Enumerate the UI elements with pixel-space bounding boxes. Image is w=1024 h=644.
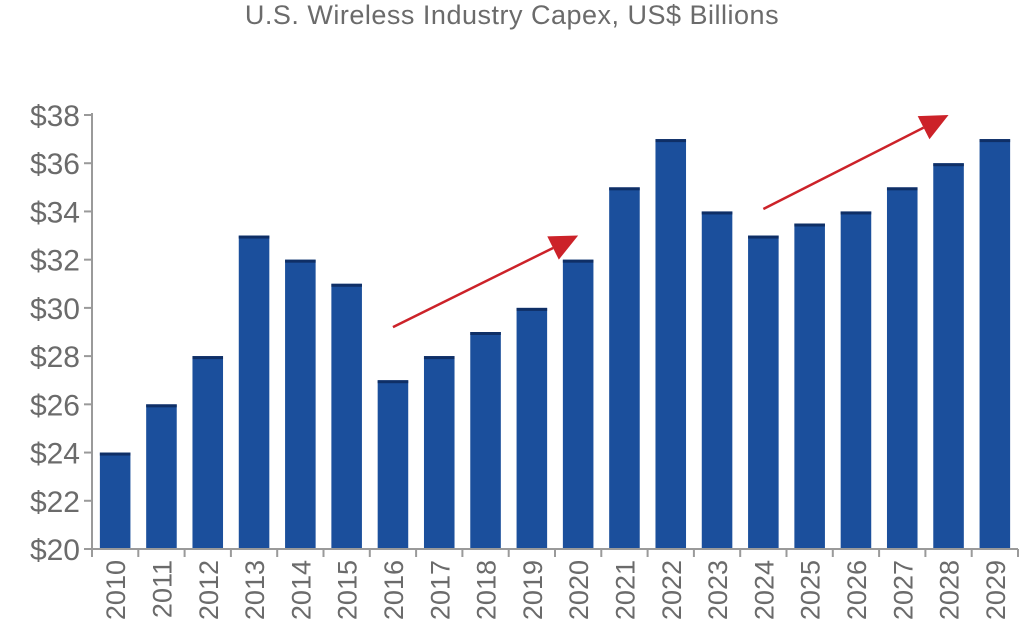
x-tick-label: 2024 (749, 560, 779, 620)
bar-2012 (192, 356, 224, 549)
bar-top-2027 (886, 187, 918, 191)
bar-top-2017 (423, 356, 455, 360)
bar-2020 (562, 259, 594, 549)
x-tick-label: 2022 (657, 560, 687, 620)
bar-2015 (331, 283, 362, 549)
x-tick-label: 2023 (703, 560, 733, 620)
x-tick-label: 2011 (147, 560, 177, 618)
bar-2026 (840, 211, 872, 549)
x-tick-label: 2010 (101, 560, 131, 620)
trend-arrow-line (762, 126, 925, 211)
bar-2025 (794, 223, 825, 549)
trend-arrow-head (917, 115, 949, 140)
bar-top-2010 (99, 452, 131, 456)
x-tick-label: 2025 (796, 560, 826, 620)
bar-2014 (285, 259, 316, 549)
y-tick-label: $36 (30, 148, 80, 181)
bar-2029 (979, 139, 1011, 549)
bar-2022 (655, 139, 687, 549)
y-tick-label: $30 (30, 293, 80, 326)
bar-2019 (516, 307, 548, 549)
x-tick-label: 2029 (981, 560, 1011, 620)
bar-2011 (146, 404, 177, 549)
bar-top-2022 (655, 139, 687, 143)
x-tick-label: 2016 (379, 560, 409, 620)
x-tick-label: 2014 (286, 560, 316, 620)
bar-top-2015 (331, 283, 362, 287)
bar-top-2020 (562, 259, 594, 263)
bar-top-2014 (285, 259, 316, 263)
y-tick-label: $28 (30, 341, 80, 374)
x-tick-label: 2020 (564, 560, 594, 620)
bar-2018 (470, 332, 501, 549)
bar-top-2025 (794, 223, 825, 227)
x-tick-label: 2019 (518, 560, 548, 620)
x-tick-label: 2018 (472, 560, 502, 620)
bar-2028 (933, 163, 964, 549)
y-tick-label: $32 (30, 245, 80, 278)
trend-arrow-head (547, 235, 579, 260)
x-tick-label: 2012 (194, 560, 224, 620)
bar-top-2029 (979, 139, 1011, 143)
y-tick-label: $20 (30, 534, 80, 567)
bar-top-2011 (146, 404, 177, 408)
bar-top-2013 (238, 235, 270, 239)
bar-top-2026 (840, 211, 872, 215)
x-tick-label: 2015 (333, 560, 363, 620)
bar-top-2021 (609, 187, 640, 191)
x-tick-label: 2013 (240, 560, 270, 620)
bar-2017 (423, 356, 455, 549)
bar-2021 (609, 187, 640, 550)
y-tick-label: $26 (30, 389, 80, 422)
x-tick-label: 2026 (842, 560, 872, 620)
bar-top-2012 (192, 356, 224, 360)
x-tick-label: 2027 (888, 560, 918, 620)
bar-top-2024 (748, 235, 779, 239)
bar-2013 (238, 235, 270, 550)
trend-arrow-line (392, 246, 554, 329)
bar-top-2028 (933, 163, 964, 167)
y-tick-label: $38 (30, 100, 80, 133)
y-tick-label: $24 (30, 438, 80, 471)
bar-top-2018 (470, 332, 501, 335)
x-tick-label: 2021 (610, 560, 640, 620)
chart-title: U.S. Wireless Industry Capex, US$ Billio… (244, 0, 780, 30)
bar-2027 (886, 187, 918, 550)
bar-2010 (99, 452, 131, 549)
x-tick-label: 2028 (935, 560, 965, 620)
bar-2023 (701, 211, 733, 549)
bar-2016 (377, 380, 409, 549)
bar-top-2023 (701, 211, 733, 215)
y-tick-label: $22 (30, 486, 80, 519)
bar-2024 (748, 235, 779, 550)
y-tick-label: $34 (30, 196, 80, 229)
x-tick-label: 2017 (425, 560, 455, 620)
bar-top-2019 (516, 307, 548, 311)
bar-top-2016 (377, 380, 409, 384)
